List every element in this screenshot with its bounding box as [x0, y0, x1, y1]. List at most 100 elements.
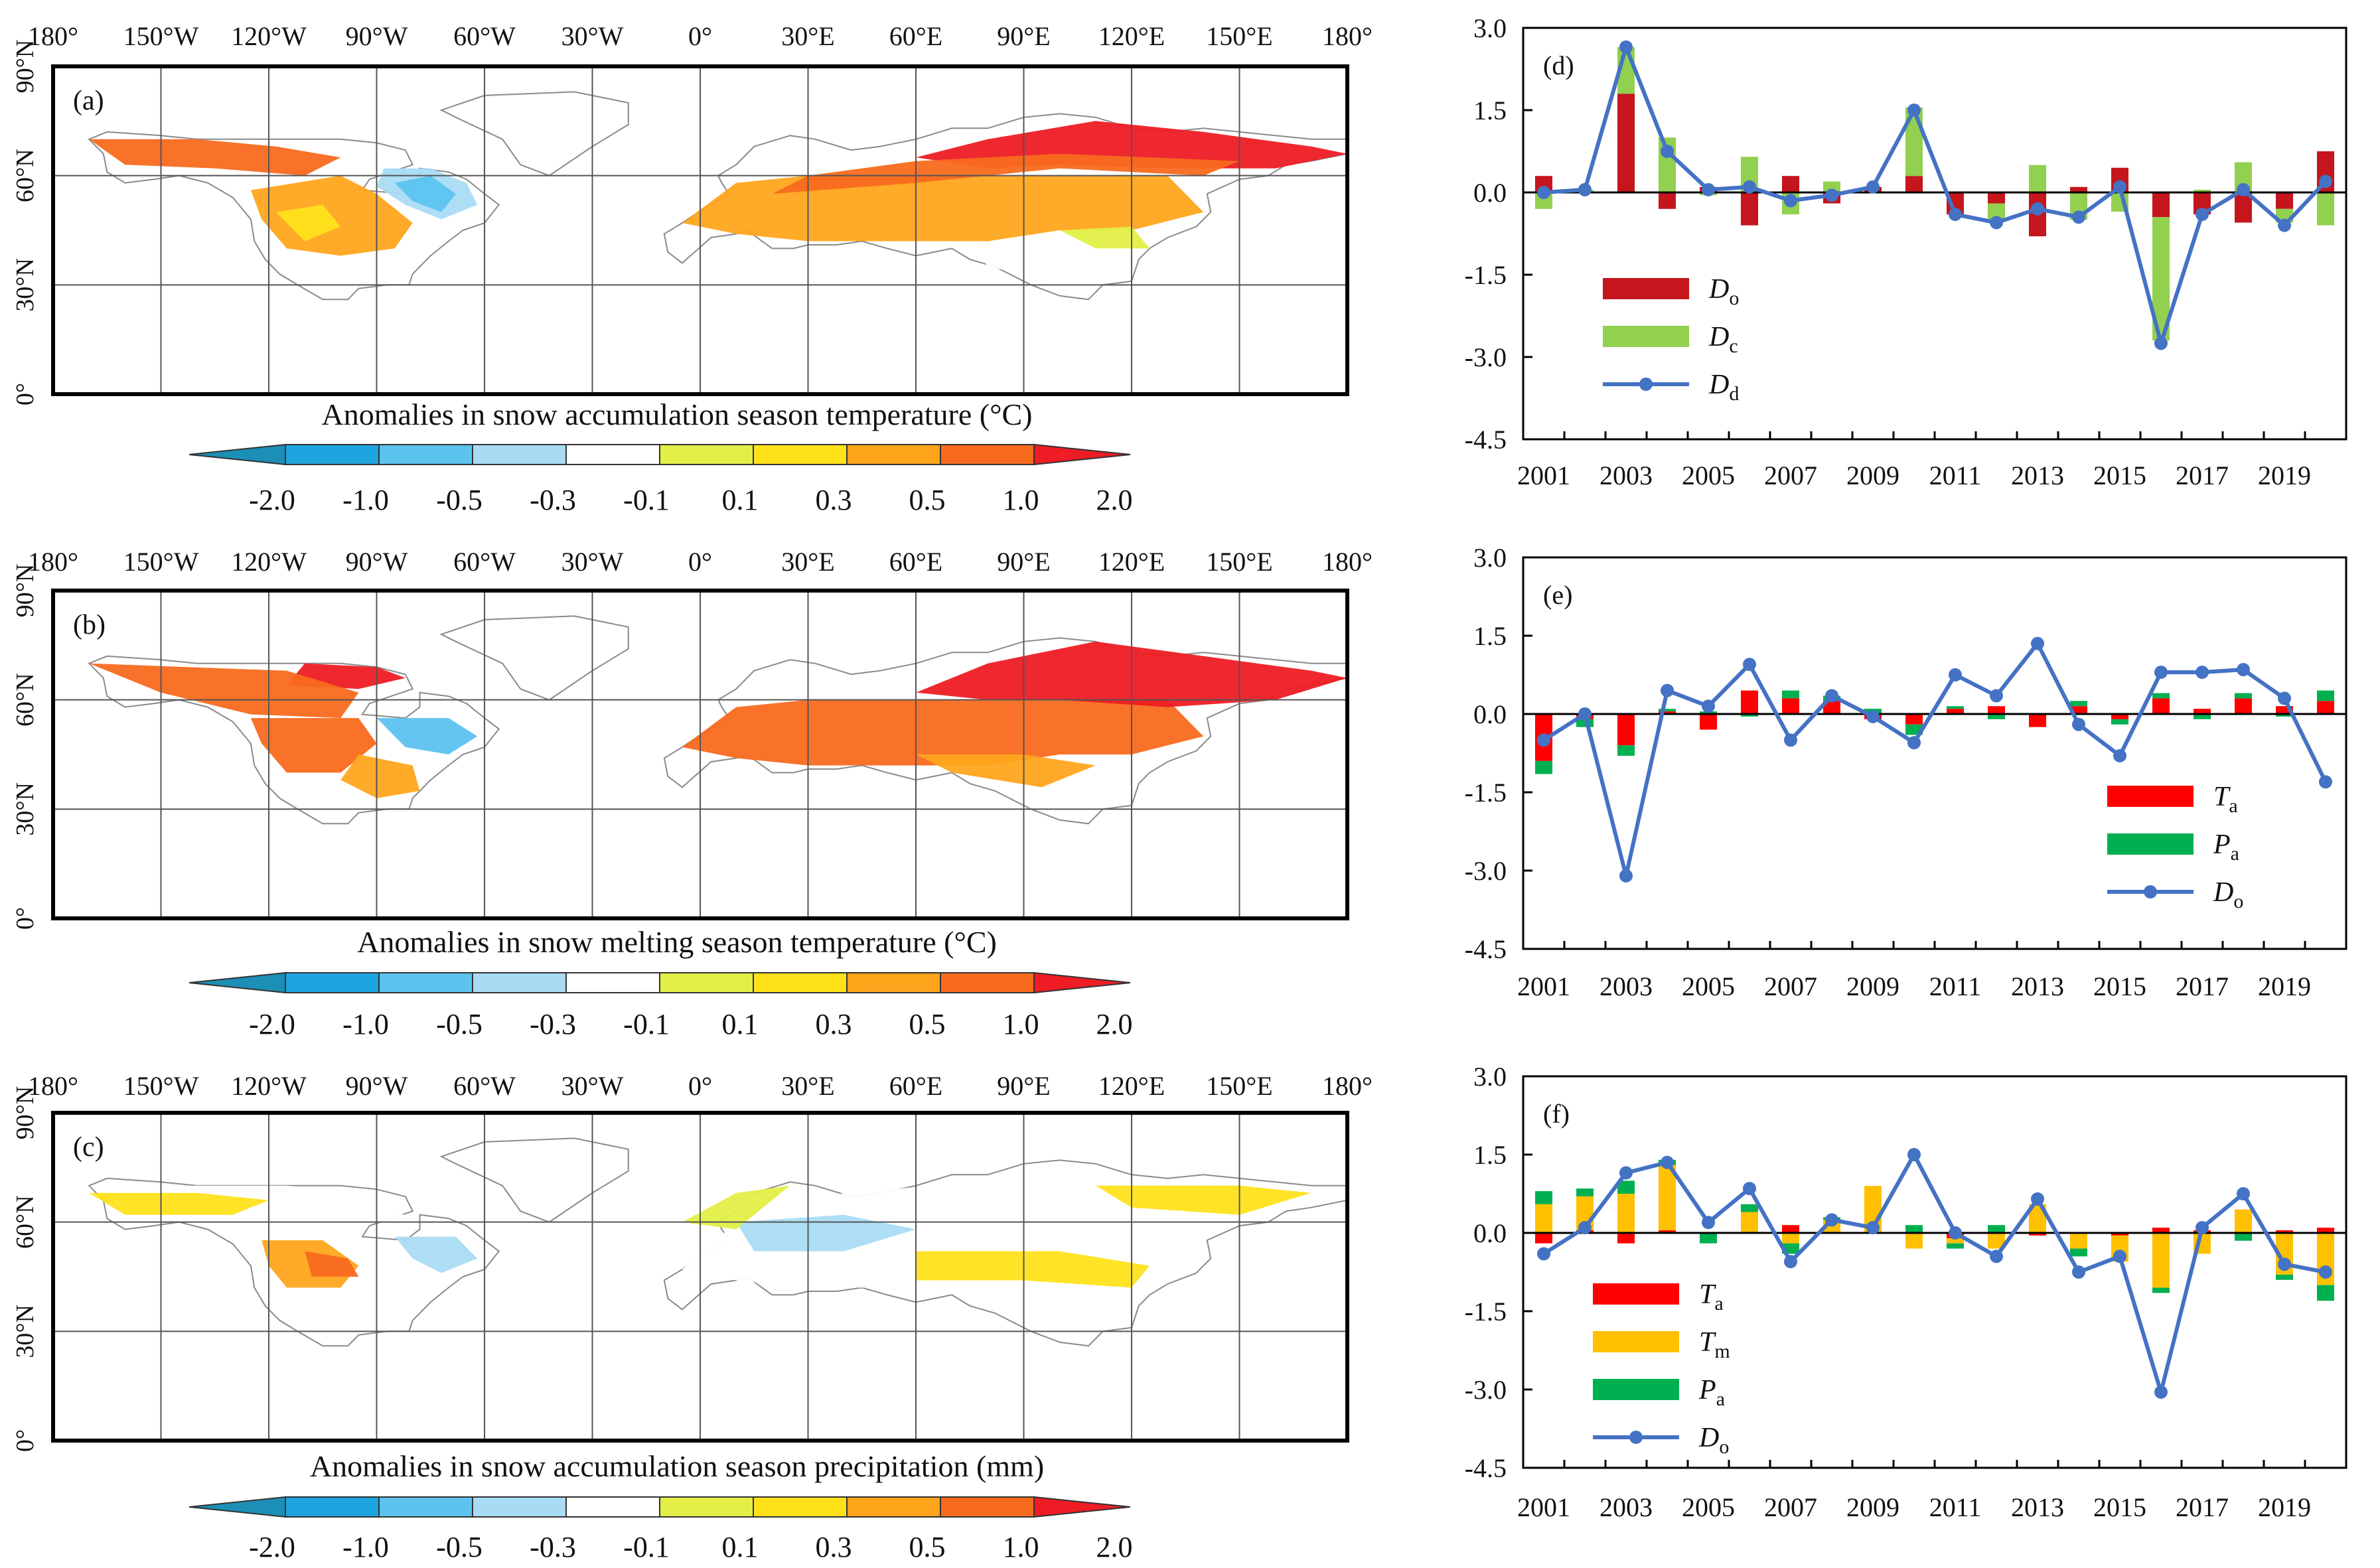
legend-swatch — [2107, 833, 2194, 855]
line-point — [1743, 1182, 1756, 1196]
x-tick-label: 2001 — [1517, 461, 1570, 490]
bar-Pa — [2316, 1285, 2335, 1301]
line-Do — [1542, 1150, 2326, 1400]
colorbar-segment — [659, 444, 754, 465]
colorbar-tick-label: -2.0 — [249, 484, 295, 516]
legend-swatch — [1603, 278, 1689, 299]
longitude-label: 90°E — [997, 21, 1050, 51]
x-tick-label: 2003 — [1599, 1492, 1653, 1522]
line-point — [1949, 208, 1962, 222]
bar-Pa — [1576, 719, 1594, 727]
legend-label: Ta — [2213, 782, 2238, 817]
legend-swatch — [1593, 1331, 1679, 1352]
x-tick-label: 2011 — [1929, 1492, 1982, 1522]
map-panel-a: (a) 180° 150°W 120°W 90°W 60°W 30°W 0° 30°E 60°E 9… — [11, 21, 1373, 516]
longitude-label: 180° — [28, 1071, 78, 1101]
colorbar-right-arrow — [1033, 1496, 1131, 1518]
bar-Pa — [1534, 760, 1553, 774]
colorbar-segment — [472, 972, 567, 993]
bar-Pa — [2152, 1287, 2170, 1293]
x-tick-label: 2013 — [2011, 461, 2064, 490]
x-tick-label: 2003 — [1599, 461, 1653, 490]
x-tick-label: 2017 — [2176, 1492, 2229, 1522]
line-point — [2195, 666, 2209, 679]
bar-Ta — [2275, 706, 2294, 714]
anomaly-patch — [394, 1236, 478, 1273]
bar-Do — [1658, 192, 1676, 209]
colorbar-tick-label: -0.3 — [530, 484, 576, 516]
colorbar-segment — [472, 444, 567, 465]
legend-marker — [2144, 885, 2157, 898]
longitude-label: 30°W — [561, 21, 624, 51]
bar-Dc — [2028, 165, 2047, 192]
bar-Ta — [1617, 714, 1635, 746]
line-point — [1784, 733, 1797, 747]
bar-Pa — [1987, 1225, 2006, 1233]
bar-Ta — [2152, 1228, 2170, 1233]
line-point — [1578, 707, 1592, 721]
bar-Tm — [1617, 1194, 1635, 1233]
x-tick-label: 2005 — [1682, 1492, 1735, 1522]
y-tick-label: -4.5 — [1465, 425, 1507, 455]
x-tick-label: 2015 — [2093, 461, 2146, 490]
longitude-label: 150°W — [123, 1071, 199, 1101]
colorbar-left-arrow — [188, 971, 286, 994]
longitude-label: 180° — [1322, 547, 1373, 577]
anomaly-patch — [340, 754, 420, 798]
legend-label: Do — [1698, 1423, 1729, 1458]
bar-Pa — [1658, 709, 1676, 712]
line-point — [1825, 188, 1838, 202]
bar-Ta — [2193, 709, 2211, 714]
bar-Ta — [2069, 706, 2088, 714]
bar-Do — [2069, 186, 2088, 192]
colorbar-tick-label: -0.3 — [530, 1531, 576, 1563]
colorbar-segment — [659, 972, 754, 993]
y-tick-label: -4.5 — [1465, 934, 1507, 964]
line-point — [2072, 717, 2085, 731]
line-point — [2278, 691, 2291, 705]
legend-label: Tm — [1699, 1327, 1730, 1362]
line-point — [1743, 180, 1756, 194]
line-point — [1907, 104, 1921, 117]
bar-Tm — [2152, 1233, 2170, 1288]
colorbar-tick-label: 0.3 — [816, 1531, 852, 1563]
colorbar-segment — [378, 972, 473, 993]
bar-Do — [2152, 192, 2170, 218]
line-point — [1743, 658, 1756, 672]
y-tick-label: -1.5 — [1465, 260, 1507, 290]
line-point — [1866, 180, 1880, 194]
y-tick-label: -3.0 — [1465, 856, 1507, 886]
line-point — [2319, 775, 2332, 789]
colorbar-tick-label: -0.5 — [436, 1531, 483, 1563]
map-panel-label: (c) — [73, 1132, 104, 1163]
colorbar-segment — [565, 972, 660, 993]
longitude-label: 0° — [688, 547, 712, 577]
colorbar-tick-label: 2.0 — [1096, 1008, 1133, 1040]
legend-marker — [1639, 378, 1653, 391]
legend-label: Pa — [1698, 1375, 1725, 1410]
anomaly-patch — [89, 1192, 269, 1215]
x-tick-label: 2007 — [1764, 1492, 1817, 1522]
chart-frame — [1522, 27, 2347, 441]
line-point — [1866, 1221, 1880, 1235]
line-point — [1578, 182, 1592, 196]
longitude-label: 180° — [1322, 1071, 1373, 1101]
colorbar-segment — [846, 444, 941, 465]
anomaly-patch — [682, 1185, 790, 1230]
chart-legend: Do Dc Dd — [1603, 274, 1739, 405]
chart-panel-label: (f) — [1543, 1099, 1570, 1129]
x-tick-label: 2013 — [2011, 1492, 2064, 1522]
colorbar-left-arrow — [188, 443, 286, 466]
y-tick-label: 3.0 — [1473, 13, 1507, 43]
colorbar-segment — [472, 1496, 567, 1518]
line-point — [1784, 194, 1797, 208]
legend-swatch — [1603, 326, 1689, 347]
anomaly-patch — [250, 718, 377, 773]
colorbar-tick-label: -0.5 — [436, 1008, 483, 1040]
bar-Ta — [1822, 701, 1841, 714]
bar-Ta — [2111, 1233, 2129, 1236]
chart-panel-f: 3.0 1.5 0.0 -1.5 -3.0 -4.5 2001 2003 2005 2007 200… — [1465, 1062, 2347, 1522]
latitude-label: 60°N — [11, 149, 39, 202]
line-point — [2237, 182, 2250, 196]
latitude-label: 0° — [11, 907, 39, 930]
